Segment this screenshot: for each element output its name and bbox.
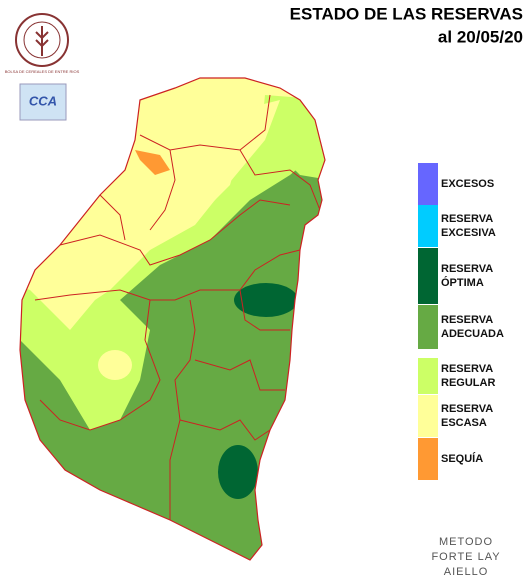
legend-label: EXCESOS bbox=[441, 178, 494, 190]
logo-text: BOLSA DE CEREALES DE ENTRE RIOS bbox=[5, 69, 80, 74]
legend-swatch bbox=[418, 163, 438, 205]
legend-label: ÓPTIMA bbox=[441, 276, 484, 289]
legend-label: ESCASA bbox=[441, 417, 487, 429]
logo-badge: CCA bbox=[29, 93, 57, 108]
legend-label: ADECUADA bbox=[441, 328, 504, 340]
logo: BOLSA DE CEREALES DE ENTRE RIOS CCA bbox=[5, 13, 80, 121]
date: al 20/05/20 bbox=[438, 27, 523, 46]
legend-swatch bbox=[418, 205, 438, 247]
legend-label: REGULAR bbox=[441, 377, 495, 389]
legend-label: RESERVA bbox=[441, 403, 493, 415]
legend-label: RESERVA bbox=[441, 363, 493, 375]
method-text: AIELLO bbox=[444, 566, 489, 576]
title: ESTADO DE LAS RESERVAS bbox=[290, 4, 523, 23]
legend-swatch bbox=[418, 305, 438, 349]
legend-label: RESERVA bbox=[441, 314, 493, 326]
legend-label: EXCESIVA bbox=[441, 227, 496, 239]
method-text: FORTE LAY bbox=[431, 551, 500, 563]
legend-swatch bbox=[418, 248, 438, 304]
method-text: METODO bbox=[439, 536, 493, 548]
legend-label: RESERVA bbox=[441, 263, 493, 275]
legend-swatch bbox=[418, 395, 438, 437]
legend-swatch bbox=[418, 358, 438, 394]
legend-label: SEQUÍA bbox=[441, 452, 483, 465]
legend-label: RESERVA bbox=[441, 213, 493, 225]
legend-swatch bbox=[418, 438, 438, 480]
